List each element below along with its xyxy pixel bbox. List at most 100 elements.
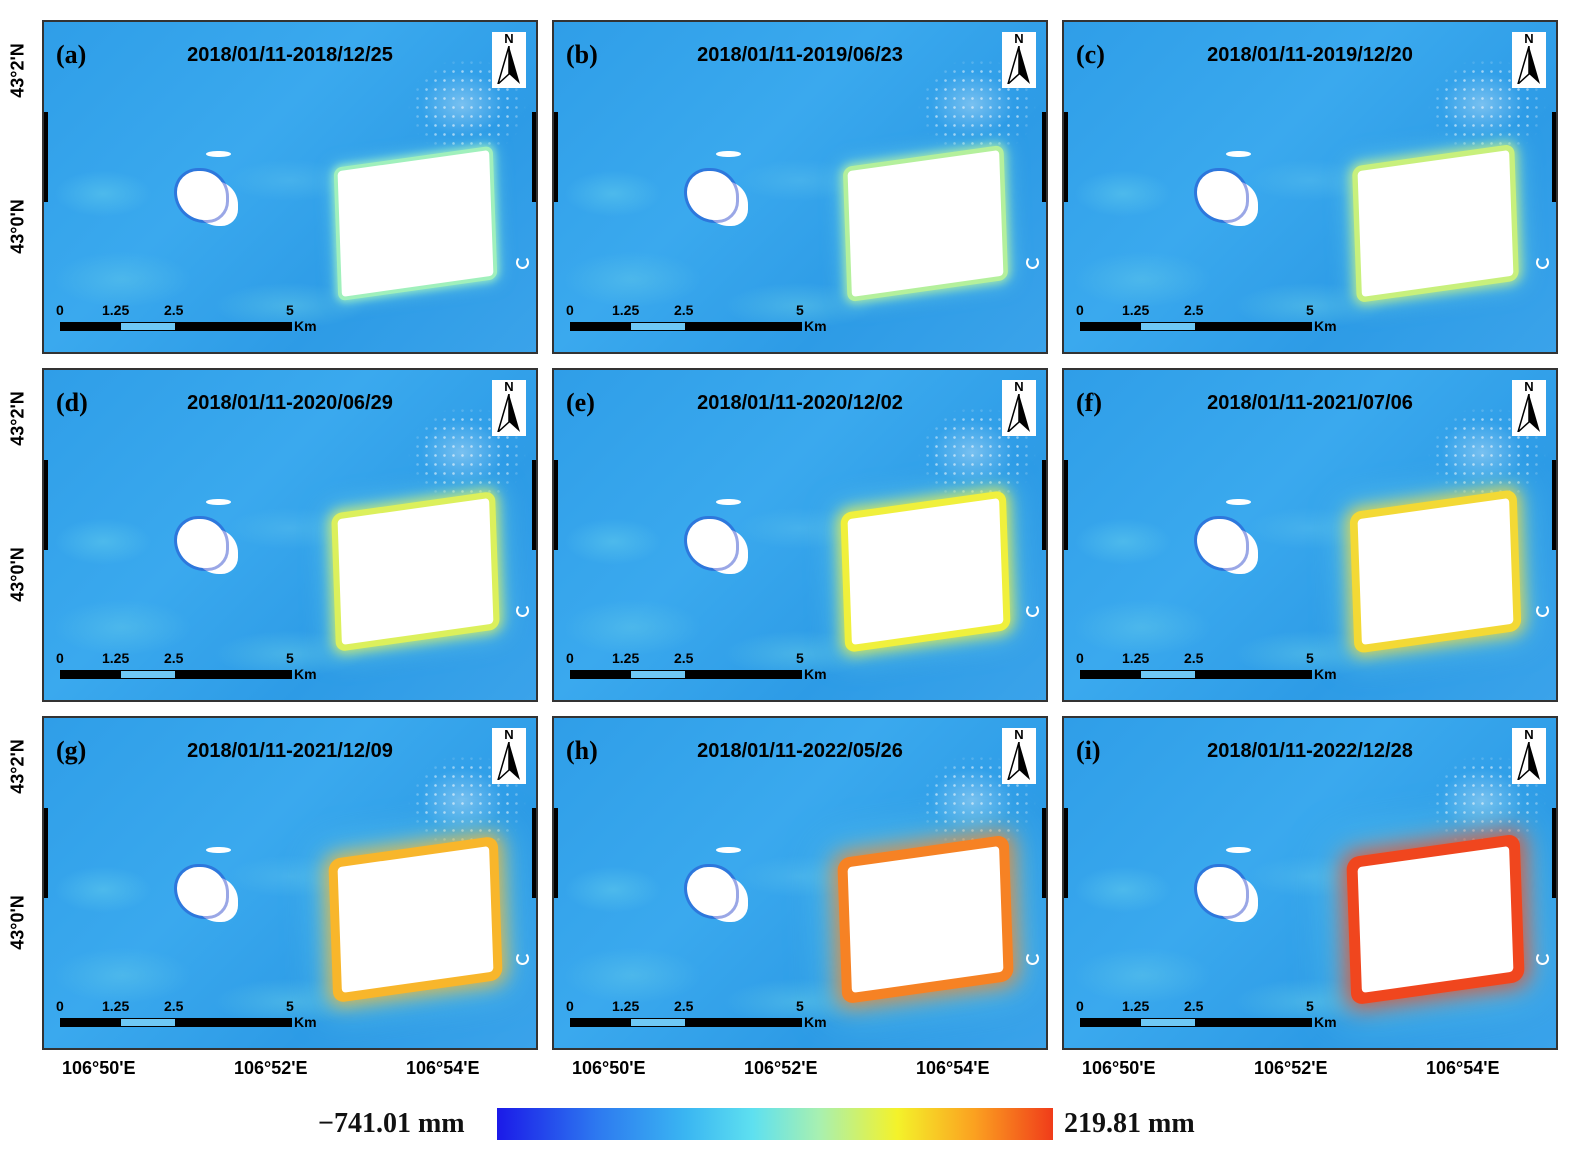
scale-unit: Km <box>294 318 317 334</box>
scale-unit: Km <box>1314 666 1337 682</box>
colorbar-max-label: 219.81 mm <box>1064 1108 1195 1139</box>
latitude-label: 43°0'N <box>7 547 28 602</box>
scale-tick: 5 <box>286 998 294 1014</box>
scale-unit: Km <box>804 318 827 334</box>
north-label: N <box>504 31 514 46</box>
panel-label: (i) <box>1076 736 1101 765</box>
north-arrow-icon: N <box>1002 32 1036 88</box>
scale-tick: 0 <box>566 650 574 666</box>
subsidence-area <box>337 497 494 645</box>
longitude-label: 106°52'E <box>744 1058 818 1078</box>
scale-tick: 5 <box>796 302 804 318</box>
small-feature <box>516 256 530 270</box>
islet <box>1226 846 1251 854</box>
islet <box>206 498 231 506</box>
scale-unit: Km <box>1314 1014 1337 1030</box>
small-feature <box>1536 256 1550 270</box>
panel-label: (f) <box>1076 388 1102 417</box>
scale-bar: 0 1.25 2.5 5 Km <box>56 302 348 342</box>
scale-tick: 1.25 <box>1122 650 1150 666</box>
scale-bar: 0 1.25 2.5 5 Km <box>1076 650 1368 690</box>
small-feature <box>1536 604 1550 618</box>
island-feature <box>176 170 227 220</box>
map-panel: (e) 2018/01/11-2020/12/02 N 0 1.25 2.5 5… <box>552 368 1048 702</box>
islet <box>716 150 741 158</box>
scale-tick: 2.5 <box>164 650 184 666</box>
panel-date-range: 2018/01/11-2021/12/09 <box>187 740 393 762</box>
scale-tick: 2.5 <box>674 650 694 666</box>
scale-tick: 2.5 <box>164 998 184 1014</box>
scale-unit: Km <box>804 1014 827 1030</box>
map-panel: (d) 2018/01/11-2020/06/29 N 0 1.25 2.5 5… <box>42 368 538 702</box>
scale-tick: 0 <box>56 302 64 318</box>
north-arrow-icon: N <box>1512 728 1546 784</box>
map-panel: (g) 2018/01/11-2021/12/09 N 0 1.25 2.5 5… <box>42 716 538 1050</box>
north-label: N <box>1524 379 1534 394</box>
latitude-label: 43°2'N <box>7 43 28 98</box>
scale-tick: 5 <box>286 650 294 666</box>
scale-tick: 2.5 <box>1184 650 1204 666</box>
scale-bar: 0 1.25 2.5 5 Km <box>1076 302 1368 342</box>
panel-label: (e) <box>566 388 595 417</box>
islet <box>716 498 741 506</box>
island-feature <box>1196 866 1247 916</box>
subsidence-area <box>337 845 494 993</box>
subsidence-area <box>1357 845 1514 993</box>
island-feature <box>686 866 737 916</box>
scale-tick: 5 <box>1306 302 1314 318</box>
north-label: N <box>1014 379 1024 394</box>
scale-tick: 2.5 <box>164 302 184 318</box>
latitude-label: 43°2'N <box>7 391 28 446</box>
scale-tick: 2.5 <box>1184 302 1204 318</box>
small-feature <box>1536 952 1550 966</box>
island-feature <box>686 170 737 220</box>
colorbar <box>497 1108 1053 1140</box>
island-feature <box>176 866 227 916</box>
map-panel: (h) 2018/01/11-2022/05/26 N 0 1.25 2.5 5… <box>552 716 1048 1050</box>
latitude-label: 43°0'N <box>7 895 28 950</box>
islet <box>1226 498 1251 506</box>
small-feature <box>516 604 530 618</box>
north-label: N <box>1524 727 1534 742</box>
scale-tick: 5 <box>796 650 804 666</box>
small-feature <box>516 952 530 966</box>
scale-tick: 0 <box>566 302 574 318</box>
north-label: N <box>504 379 514 394</box>
small-feature <box>1026 256 1040 270</box>
scale-tick: 2.5 <box>674 998 694 1014</box>
panel-date-range: 2018/01/11-2019/12/20 <box>1207 44 1413 66</box>
scale-unit: Km <box>804 666 827 682</box>
island-feature <box>1196 170 1247 220</box>
subsidence-area <box>847 149 1004 297</box>
subsidence-area <box>1357 149 1514 297</box>
map-panel: (b) 2018/01/11-2019/06/23 N 0 1.25 2.5 5… <box>552 20 1048 354</box>
small-feature <box>1026 604 1040 618</box>
north-arrow-icon: N <box>1512 32 1546 88</box>
island-feature <box>686 518 737 568</box>
longitude-label: 106°50'E <box>572 1058 646 1078</box>
north-arrow-icon: N <box>492 380 526 436</box>
longitude-label: 106°52'E <box>234 1058 308 1078</box>
scale-tick: 1.25 <box>102 650 130 666</box>
longitude-label: 106°54'E <box>1426 1058 1500 1078</box>
scale-bar: 0 1.25 2.5 5 Km <box>566 302 858 342</box>
islet <box>716 846 741 854</box>
island-feature <box>1196 518 1247 568</box>
north-arrow-icon: N <box>1512 380 1546 436</box>
scale-tick: 1.25 <box>102 998 130 1014</box>
scale-tick: 0 <box>1076 302 1084 318</box>
scale-tick: 1.25 <box>1122 998 1150 1014</box>
panel-label: (c) <box>1076 40 1105 69</box>
scale-tick: 5 <box>286 302 294 318</box>
panel-date-range: 2018/01/11-2020/12/02 <box>697 392 903 414</box>
north-label: N <box>504 727 514 742</box>
scale-unit: Km <box>294 666 317 682</box>
small-feature <box>1026 952 1040 966</box>
scale-tick: 0 <box>56 650 64 666</box>
scale-tick: 1.25 <box>1122 302 1150 318</box>
panel-label: (g) <box>56 736 87 765</box>
scale-tick: 0 <box>56 998 64 1014</box>
scale-tick: 1.25 <box>612 998 640 1014</box>
scale-unit: Km <box>1314 318 1337 334</box>
panel-date-range: 2018/01/11-2020/06/29 <box>187 392 393 414</box>
